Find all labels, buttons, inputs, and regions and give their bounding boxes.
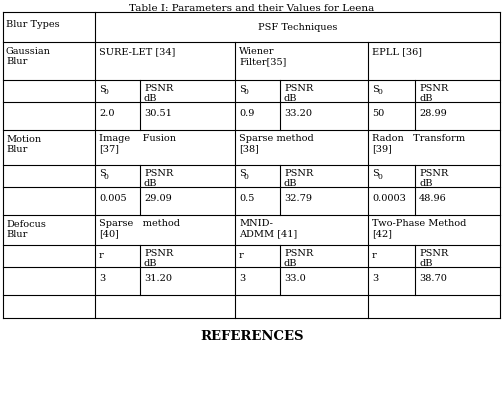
Text: 31.20: 31.20: [144, 274, 172, 283]
Text: 48.96: 48.96: [419, 194, 447, 203]
Text: PSNR
dB: PSNR dB: [144, 249, 173, 268]
Text: S: S: [372, 84, 379, 94]
Text: 3: 3: [372, 274, 378, 283]
Text: PSNR
dB: PSNR dB: [284, 249, 313, 268]
Text: 28.99: 28.99: [419, 109, 447, 118]
Text: PSF Techniques: PSF Techniques: [258, 22, 337, 32]
Text: Blur Types: Blur Types: [6, 20, 59, 29]
Text: MNID-
ADMM [41]: MNID- ADMM [41]: [239, 219, 297, 238]
Text: EPLL [36]: EPLL [36]: [372, 47, 422, 56]
Text: S: S: [99, 170, 106, 178]
Text: PSNR
dB: PSNR dB: [284, 84, 313, 103]
Text: Motion
Blur: Motion Blur: [6, 135, 41, 154]
Text: 29.09: 29.09: [144, 194, 172, 203]
Text: Image    Fusion
[37]: Image Fusion [37]: [99, 134, 176, 153]
Text: Table I: Parameters and their Values for Leena: Table I: Parameters and their Values for…: [130, 4, 374, 13]
Text: 0: 0: [377, 88, 382, 96]
Text: 2.0: 2.0: [99, 109, 114, 118]
Text: PSNR
dB: PSNR dB: [419, 249, 448, 268]
Text: 0: 0: [244, 173, 249, 181]
Text: SURE-LET [34]: SURE-LET [34]: [99, 47, 175, 56]
Text: 3: 3: [99, 274, 105, 283]
Text: REFERENCES: REFERENCES: [200, 330, 304, 343]
Text: S: S: [372, 170, 379, 178]
Text: r: r: [99, 251, 104, 260]
Text: Radon   Transform
[39]: Radon Transform [39]: [372, 134, 465, 153]
Text: 0.5: 0.5: [239, 194, 255, 203]
Text: 0: 0: [104, 88, 109, 96]
Text: PSNR
dB: PSNR dB: [284, 169, 313, 188]
Text: 50: 50: [372, 109, 384, 118]
Text: Sparse method
[38]: Sparse method [38]: [239, 134, 314, 153]
Text: Defocus
Blur: Defocus Blur: [6, 220, 46, 239]
Text: PSNR
dB: PSNR dB: [419, 169, 448, 188]
Text: PSNR
dB: PSNR dB: [144, 169, 173, 188]
Text: S: S: [239, 170, 246, 178]
Text: S: S: [239, 84, 246, 94]
Text: 0.0003: 0.0003: [372, 194, 406, 203]
Text: 33.0: 33.0: [284, 274, 306, 283]
Text: Gaussian
Blur: Gaussian Blur: [6, 47, 51, 66]
Text: 0: 0: [104, 173, 109, 181]
Text: 3: 3: [239, 274, 245, 283]
Text: r: r: [239, 251, 244, 260]
Text: 0.005: 0.005: [99, 194, 127, 203]
Text: 33.20: 33.20: [284, 109, 312, 118]
Text: 38.70: 38.70: [419, 274, 447, 283]
Text: 30.51: 30.51: [144, 109, 172, 118]
Text: S: S: [99, 84, 106, 94]
Text: r: r: [372, 251, 377, 260]
Text: Sparse   method
[40]: Sparse method [40]: [99, 219, 180, 238]
Text: 0: 0: [377, 173, 382, 181]
Text: PSNR
dB: PSNR dB: [419, 84, 448, 103]
Text: Wiener
Filter[35]: Wiener Filter[35]: [239, 47, 286, 66]
Text: 32.79: 32.79: [284, 194, 312, 203]
Text: 0: 0: [244, 88, 249, 96]
Text: Two-Phase Method
[42]: Two-Phase Method [42]: [372, 219, 466, 238]
Text: PSNR
dB: PSNR dB: [144, 84, 173, 103]
Text: 0.9: 0.9: [239, 109, 255, 118]
